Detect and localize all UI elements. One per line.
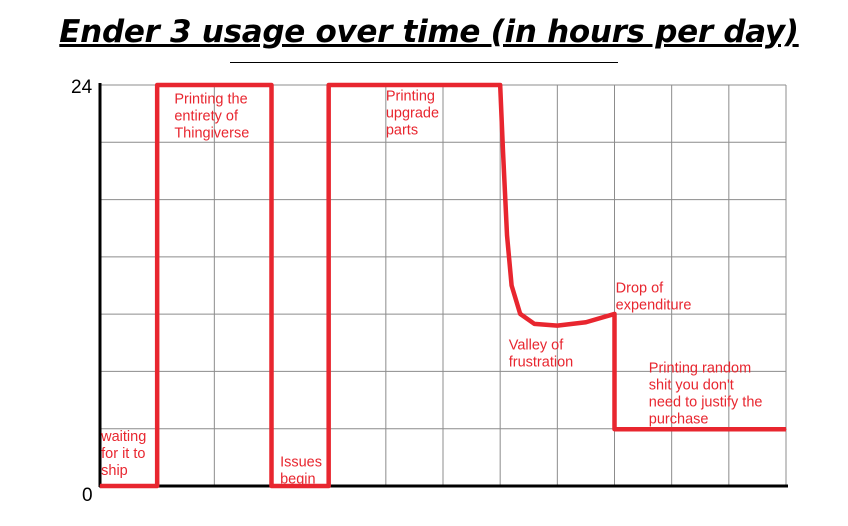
data-point xyxy=(613,313,616,315)
data-point xyxy=(499,84,501,86)
data-point xyxy=(556,325,558,327)
annotation-line: upgrade xyxy=(386,105,439,121)
annotation-layer: waiting for it to ship Printing the entirety… xyxy=(100,88,762,487)
annotation-line: ship xyxy=(101,463,128,479)
axes: 0 24 xyxy=(71,77,788,506)
data-point xyxy=(506,234,508,236)
annotation-line: Thingiverse xyxy=(174,126,249,142)
series-layer xyxy=(99,82,787,489)
data-point xyxy=(585,321,587,323)
annotation-line: for it to xyxy=(101,446,145,462)
annotation-line: expenditure xyxy=(616,297,692,313)
annotation-line: Printing random xyxy=(649,361,751,377)
annotation-line: entirety of xyxy=(174,109,239,125)
data-point xyxy=(156,485,158,487)
data-point xyxy=(270,485,273,487)
data-point xyxy=(533,323,536,325)
annotation-line: purchase xyxy=(649,412,709,428)
data-point xyxy=(156,84,158,86)
annotation-line: Printing xyxy=(386,88,435,104)
annotation-label: Printing upgrade parts xyxy=(386,88,439,138)
annotation-line: shit you don't xyxy=(649,378,734,394)
y-tick-label: 0 xyxy=(82,485,93,506)
annotation-label: Printing the entirety of Thingiverse xyxy=(174,92,249,142)
data-point xyxy=(511,284,513,287)
annotation-label: Printing random shit you don't need to jus… xyxy=(649,361,763,428)
title-underline-rule xyxy=(230,62,618,63)
annotation-line: Issues xyxy=(280,454,322,470)
annotation-line: Printing the xyxy=(174,92,247,108)
data-point xyxy=(502,151,504,153)
annotation-line: need to justify the xyxy=(649,395,763,411)
data-point xyxy=(613,428,616,430)
annotation-line: frustration xyxy=(509,354,573,370)
data-point xyxy=(99,485,101,487)
annotation-line: Drop of xyxy=(616,280,665,296)
annotation-label: Drop of expenditure xyxy=(616,280,692,313)
data-point xyxy=(270,84,273,86)
series-line xyxy=(100,82,786,489)
annotation-label: Issues begin xyxy=(280,454,322,487)
data-point xyxy=(328,485,330,487)
annotation-line: parts xyxy=(386,122,418,138)
annotation-line: Valley of xyxy=(509,337,565,353)
annotation-line: begin xyxy=(280,471,315,487)
annotation-line: waiting xyxy=(100,429,146,445)
data-point xyxy=(519,313,521,315)
y-tick-label: 24 xyxy=(71,77,93,98)
data-point xyxy=(328,84,330,86)
data-point xyxy=(785,428,787,430)
annotation-label: Valley of frustration xyxy=(509,337,573,370)
chart-title: Ender 3 usage over time (in hours per da… xyxy=(59,14,799,50)
annotation-label: waiting for it to ship xyxy=(100,429,146,479)
